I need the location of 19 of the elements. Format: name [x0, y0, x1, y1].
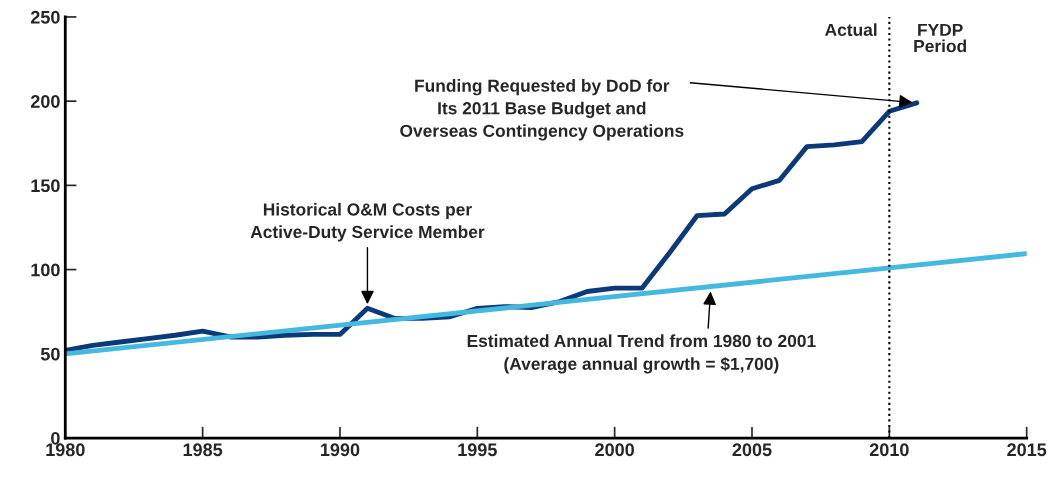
x-tick-label: 2015 [1007, 443, 1047, 457]
y-tick-label: 50 [40, 347, 60, 361]
annotation: Funding Requested by DoD for Its 2011 Base Budget and Overseas Contingency Operations [400, 79, 684, 141]
x-tick-label: 2000 [595, 443, 634, 457]
annotation: FYDP Period [914, 23, 967, 53]
y-tick-label: 150 [31, 179, 60, 193]
x-tick-label: 1980 [46, 443, 85, 457]
x-tick-label: 1990 [321, 443, 360, 457]
y-tick-label: 200 [30, 95, 60, 108]
x-tick-label: 2010 [869, 443, 909, 457]
x-tick-label: 2005 [732, 443, 772, 457]
annotation: Estimated Annual Trend from 1980 to 2001 (Average annual growth = $1,700) [467, 334, 816, 374]
x-tick-label: 1985 [183, 443, 223, 457]
x-tick-label: 1995 [458, 443, 497, 457]
y-tick-label: 0 [51, 431, 60, 445]
y-tick-label: 250 [30, 10, 60, 24]
annotation: Actual [825, 23, 877, 37]
y-tick-label: 100 [31, 263, 60, 277]
annotation: Historical O&M Costs per Active-Duty Service Member [250, 202, 485, 242]
